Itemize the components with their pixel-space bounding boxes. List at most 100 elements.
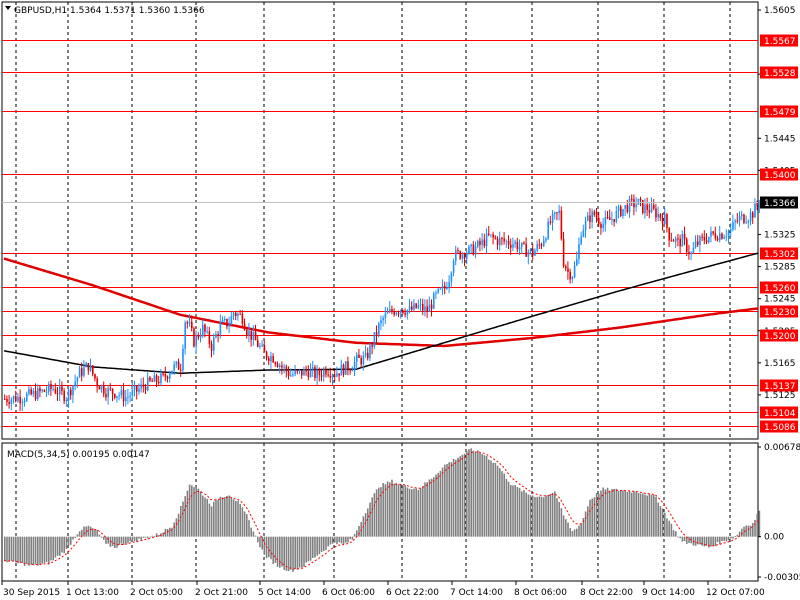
macd-bar (305, 536, 307, 563)
candle-body (118, 395, 120, 397)
candle-body (538, 244, 541, 246)
candle-body (710, 231, 712, 237)
candle-body (19, 396, 21, 404)
candle-body (217, 334, 219, 336)
candle-body (28, 389, 30, 394)
candle-body (758, 205, 761, 207)
candle-body (666, 214, 668, 228)
candle-body (380, 320, 382, 324)
macd-tick-label: -0.00305 (764, 573, 800, 583)
macd-bar (738, 531, 741, 537)
candle-body (393, 311, 395, 315)
candle-body (430, 304, 433, 309)
candle-body (424, 306, 426, 311)
price-tick-label: 1.5605 (764, 6, 796, 16)
candle-body (664, 214, 666, 224)
candle-body (584, 220, 587, 231)
macd-bar (173, 522, 175, 537)
macd-bar (219, 496, 222, 537)
macd-bar (54, 536, 57, 558)
candle-body (716, 238, 719, 241)
macd-bar (133, 536, 136, 541)
macd-bar (369, 502, 371, 537)
candle-body (204, 324, 206, 332)
candle-body (230, 316, 233, 325)
macd-bar (65, 536, 68, 549)
macd-bar (83, 526, 85, 537)
candle-body (593, 211, 596, 216)
candle-body (624, 205, 626, 209)
candle-body (191, 321, 193, 329)
macd-bar (338, 536, 340, 543)
candle-body (21, 402, 24, 404)
macd-bar (254, 535, 257, 537)
candle-body (142, 384, 145, 387)
symbol-header[interactable]: GBPUSD,H1 1.5364 1.5371 1.5360 1.5366 (5, 6, 205, 16)
level-label: 1.5400 (764, 171, 796, 181)
candle-body (521, 242, 523, 247)
macd-bar (323, 536, 325, 551)
macd-bar (650, 494, 653, 537)
macd-bar (598, 493, 600, 537)
candle-body (556, 212, 558, 214)
macd-bar (653, 494, 655, 537)
macd-bar (580, 523, 582, 537)
macd-bar (679, 536, 681, 539)
macd-bar (512, 485, 514, 537)
macd-bar (424, 482, 426, 537)
candle-body (153, 375, 156, 382)
candle-body (56, 393, 59, 395)
candle-body (413, 303, 415, 310)
candle-body (745, 222, 747, 224)
macd-bar (303, 536, 305, 567)
price-panel[interactable] (1, 1, 759, 440)
candle-body (175, 361, 178, 365)
macd-tick-label: 0.00678 (764, 443, 800, 453)
time-tick-label: 30 Sep 2015 (3, 588, 60, 598)
candle-body (485, 233, 488, 247)
level-label-bg (760, 34, 798, 47)
macd-bar (63, 536, 65, 554)
candle-body (239, 313, 241, 315)
macd-bar (215, 499, 217, 537)
candle-body (76, 377, 79, 382)
macd-bar (153, 535, 156, 537)
macd-bar (435, 474, 437, 537)
macd-bar (567, 522, 569, 537)
level-label: 1.5260 (764, 284, 796, 294)
dropdown-triangle-icon[interactable] (5, 6, 11, 10)
candle-body (290, 375, 292, 377)
macd-bar (655, 496, 657, 537)
macd-bar (406, 487, 409, 537)
time-tick-label: 8 Oct 06:00 (514, 588, 567, 598)
level-labels[interactable]: 1.55671.55281.54791.54001.53021.52601.52… (760, 34, 798, 434)
candle-body (243, 323, 246, 330)
macd-bar (171, 527, 173, 537)
candle-body (232, 312, 235, 317)
candle-body (468, 246, 470, 254)
macd-bar (166, 528, 169, 537)
macd-bar (578, 525, 580, 537)
macd-bar (118, 536, 120, 545)
macd-bar (138, 536, 140, 539)
candle-body (503, 238, 505, 242)
candle-body (235, 312, 237, 316)
macd-bar (375, 489, 378, 537)
candle-body (320, 375, 323, 377)
candle-body (356, 354, 358, 363)
macd-bar (78, 531, 81, 537)
macd-bar (584, 511, 587, 537)
macd-bar (617, 490, 620, 537)
macd-bar (334, 536, 336, 543)
macd-bar (481, 454, 483, 537)
macd-bar (609, 490, 611, 537)
candle-body (558, 210, 560, 214)
candle-body (23, 400, 26, 403)
candle-body (197, 335, 200, 338)
candle-body (540, 244, 543, 246)
candle-body (39, 388, 41, 392)
candle-body (221, 319, 224, 322)
candle-body (15, 396, 17, 402)
macd-bar (426, 482, 428, 537)
